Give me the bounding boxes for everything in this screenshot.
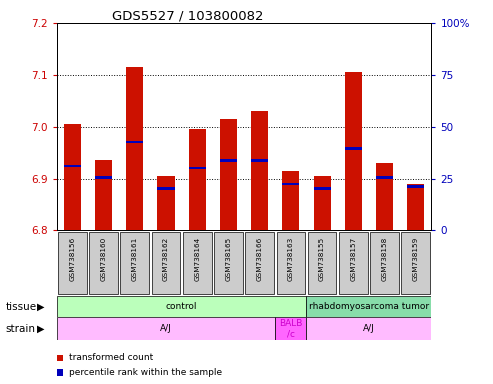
Bar (57, 317, 275, 340)
Text: A/J: A/J (363, 324, 375, 333)
Bar (251, 111, 268, 230)
Bar (314, 176, 331, 230)
Bar (57, 296, 307, 317)
Text: GSM738158: GSM738158 (382, 237, 387, 281)
Text: transformed count: transformed count (69, 353, 153, 362)
FancyBboxPatch shape (339, 232, 368, 295)
Bar (345, 72, 362, 230)
Text: percentile rank within the sample: percentile rank within the sample (69, 368, 222, 377)
Bar (64, 124, 81, 230)
Text: GSM738155: GSM738155 (319, 237, 325, 281)
Bar (95, 161, 112, 230)
Text: rhabdomyosarcoma tumor: rhabdomyosarcoma tumor (309, 302, 429, 311)
Bar (126, 141, 143, 143)
Bar (189, 129, 206, 230)
Bar (345, 147, 362, 150)
Text: ▶: ▶ (36, 324, 44, 334)
FancyBboxPatch shape (89, 232, 118, 295)
Bar (220, 159, 237, 162)
FancyBboxPatch shape (308, 232, 336, 295)
Bar (282, 183, 299, 185)
FancyBboxPatch shape (277, 232, 305, 295)
Text: BALB
/c: BALB /c (279, 319, 303, 338)
Bar (126, 67, 143, 230)
FancyBboxPatch shape (152, 232, 180, 295)
Text: GDS5527 / 103800082: GDS5527 / 103800082 (111, 10, 263, 23)
Bar (307, 317, 431, 340)
Bar (157, 176, 175, 230)
Bar (95, 176, 112, 179)
Text: control: control (166, 302, 197, 311)
Text: GSM738161: GSM738161 (132, 237, 138, 281)
Bar (376, 176, 393, 179)
Bar (64, 165, 81, 167)
Bar (376, 163, 393, 230)
FancyBboxPatch shape (58, 232, 87, 295)
Text: GSM738164: GSM738164 (194, 237, 200, 281)
Text: GSM738160: GSM738160 (101, 237, 106, 281)
FancyBboxPatch shape (401, 232, 430, 295)
Text: GSM738157: GSM738157 (351, 237, 356, 281)
FancyBboxPatch shape (214, 232, 243, 295)
FancyBboxPatch shape (370, 232, 399, 295)
Text: tissue: tissue (6, 302, 37, 312)
Text: strain: strain (6, 324, 36, 334)
Bar (307, 296, 431, 317)
Bar (407, 184, 424, 230)
Text: GSM738163: GSM738163 (288, 237, 294, 281)
Bar (407, 185, 424, 188)
Bar (157, 187, 175, 190)
Bar (189, 167, 206, 169)
Text: A/J: A/J (160, 324, 172, 333)
Text: GSM738159: GSM738159 (413, 237, 419, 281)
Text: GSM738166: GSM738166 (257, 237, 263, 281)
FancyBboxPatch shape (183, 232, 211, 295)
Bar (282, 171, 299, 230)
FancyBboxPatch shape (120, 232, 149, 295)
Bar (220, 119, 237, 230)
Text: ▶: ▶ (36, 302, 44, 312)
Bar (275, 317, 307, 340)
FancyBboxPatch shape (246, 232, 274, 295)
Bar (314, 187, 331, 190)
Text: GSM738162: GSM738162 (163, 237, 169, 281)
Text: GSM738165: GSM738165 (225, 237, 231, 281)
Bar (251, 159, 268, 162)
Text: GSM738156: GSM738156 (70, 237, 75, 281)
